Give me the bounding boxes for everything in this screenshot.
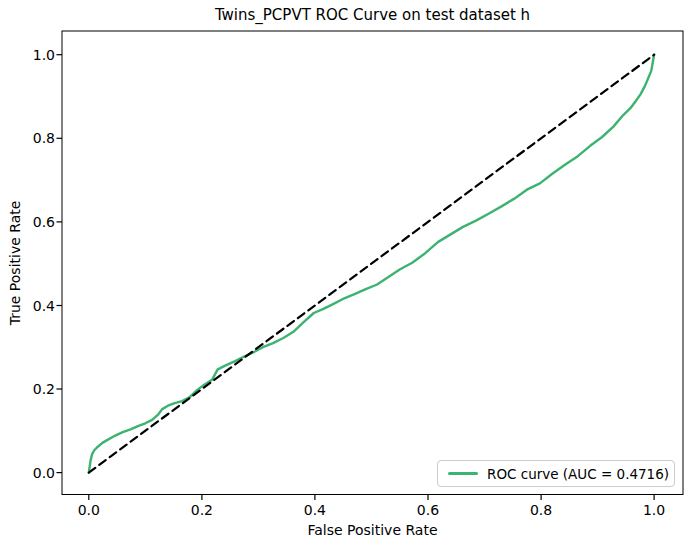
x-axis-label: False Positive Rate: [62, 522, 683, 538]
y-tick-label-2: 0.4: [18, 298, 55, 314]
y-tick-label-3: 0.6: [18, 214, 55, 230]
roc-curve-legend-swatch: [448, 472, 478, 475]
chart-title: Twins_PCPVT ROC Curve on test dataset h: [62, 6, 683, 24]
y-tick-marks: [57, 55, 63, 473]
y-tick-label-1: 0.2: [18, 381, 55, 397]
y-tick-label-5: 1.0: [18, 47, 55, 63]
series-layer: [89, 55, 654, 473]
roc-curve-legend-label: ROC curve (AUC = 0.4716): [487, 466, 669, 482]
chance-diagonal-line: [89, 55, 654, 473]
y-tick-label-0: 0.0: [18, 465, 55, 481]
x-tick-label-1: 0.2: [180, 502, 224, 518]
x-tick-label-5: 1.0: [632, 502, 676, 518]
x-tick-label-4: 0.8: [519, 502, 563, 518]
x-tick-label-3: 0.6: [406, 502, 450, 518]
legend-box: ROC curve (AUC = 0.4716): [437, 460, 675, 487]
roc-figure: Twins_PCPVT ROC Curve on test dataset h …: [0, 0, 691, 547]
x-tick-label-0: 0.0: [67, 502, 111, 518]
x-tick-label-2: 0.4: [293, 502, 337, 518]
x-tick-marks: [89, 495, 654, 501]
y-tick-label-4: 0.8: [18, 130, 55, 146]
